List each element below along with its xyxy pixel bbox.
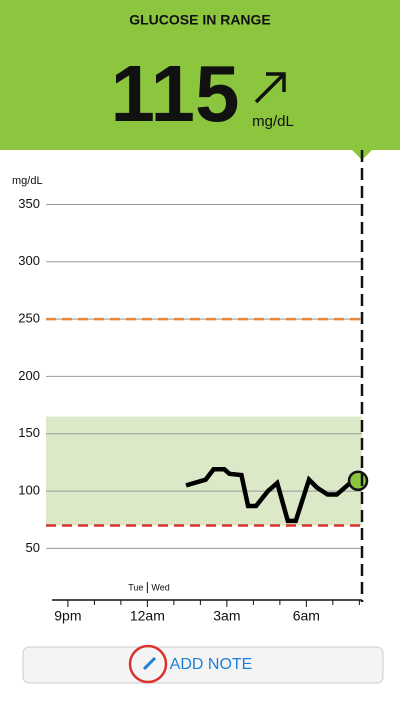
y-tick-label: 350 <box>18 196 40 211</box>
target-range <box>46 416 362 526</box>
y-tick-label: 200 <box>18 368 40 383</box>
header-title: GLUCOSE IN RANGE <box>129 12 271 28</box>
unit: mg/dL <box>252 113 294 130</box>
glucose-line <box>185 467 359 524</box>
trend-arrow <box>254 72 286 104</box>
y-tick-label: 100 <box>18 483 40 498</box>
y-tick-label: 50 <box>26 540 40 555</box>
y-axis-title: mg/dL <box>12 175 43 187</box>
x-tick-label: 3am <box>213 608 240 624</box>
y-tick-label: 300 <box>18 253 40 268</box>
highlight-circle <box>128 644 168 684</box>
add-note-button[interactable] <box>22 646 384 684</box>
day-label: Tue <box>128 582 143 592</box>
y-tick-label: 150 <box>18 425 40 440</box>
x-tick-label: 9pm <box>54 608 81 624</box>
pencil-icon <box>142 656 157 671</box>
y-tick-label: 250 <box>18 311 40 326</box>
button-label[interactable]: ADD NOTE <box>170 656 253 673</box>
x-tick-label: 12am <box>130 608 165 624</box>
glucose-value: 115 <box>110 49 239 138</box>
header-bg <box>0 0 400 150</box>
day-label: Wed <box>151 582 169 592</box>
x-tick-label: 6am <box>293 608 320 624</box>
current-point <box>347 470 369 492</box>
